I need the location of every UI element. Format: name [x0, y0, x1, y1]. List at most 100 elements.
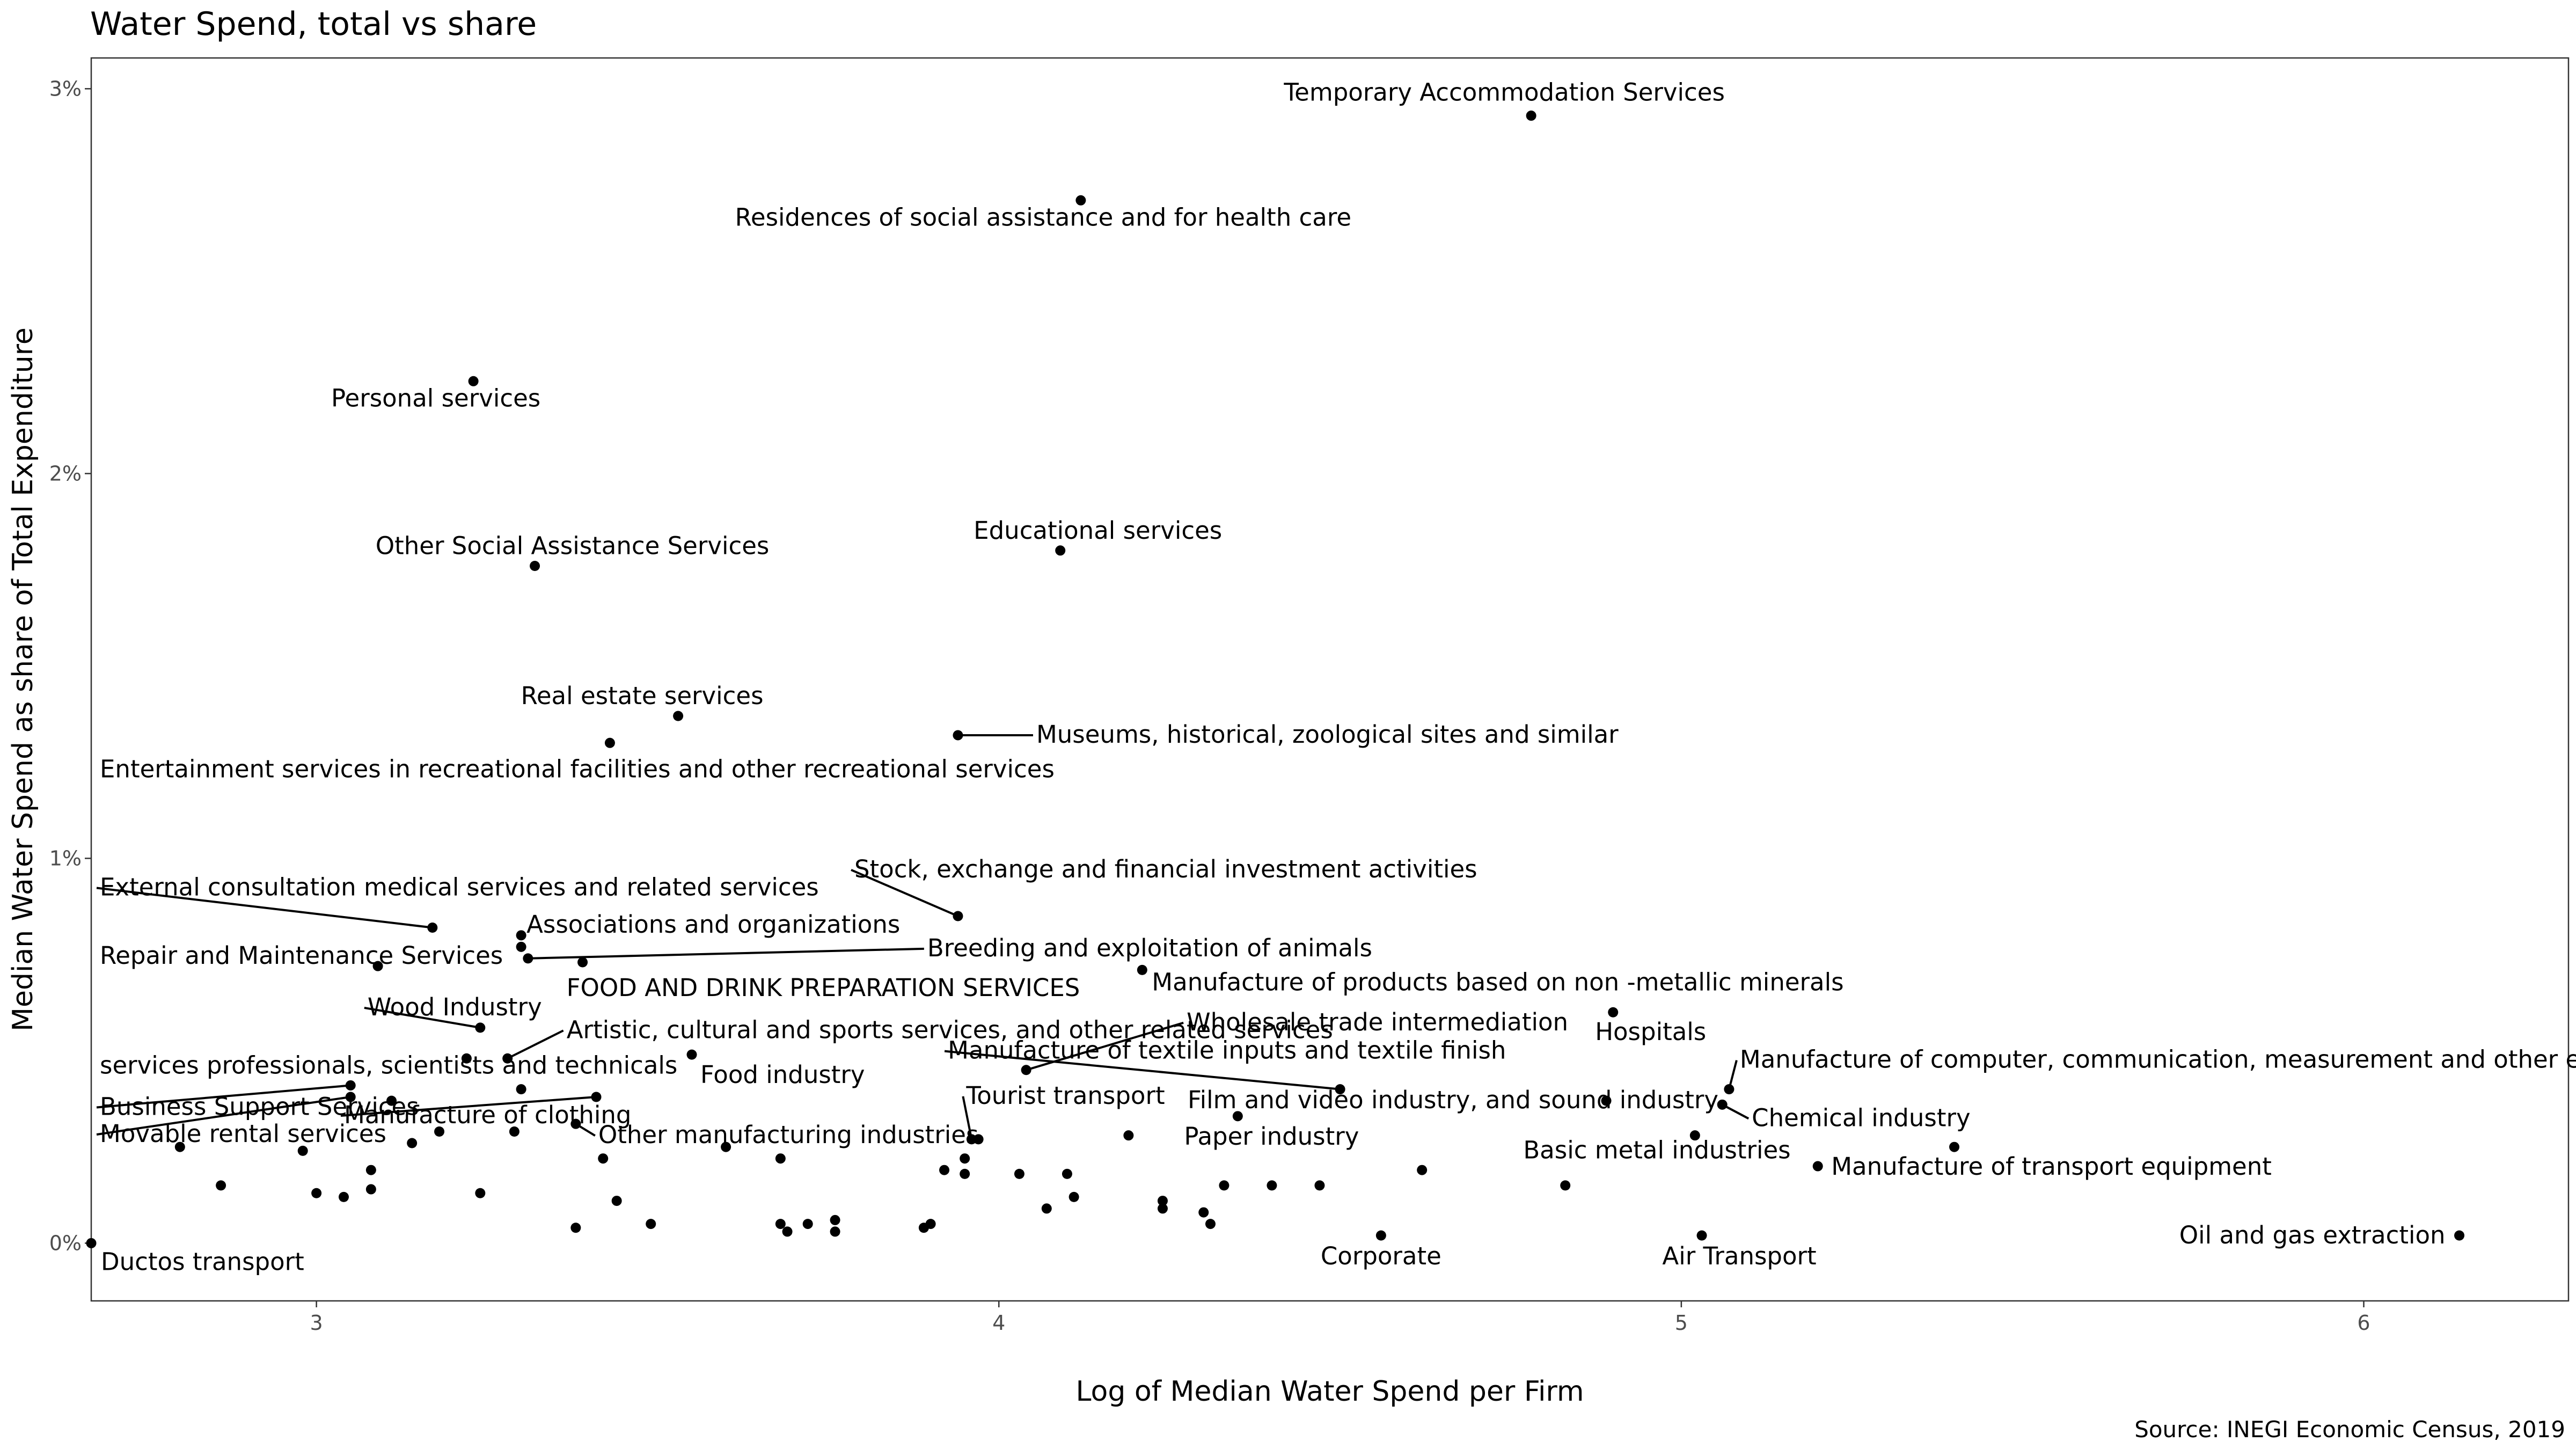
point-label: Wholesale trade intermediation [1187, 1008, 1568, 1036]
label-leader [851, 869, 958, 917]
data-point [1267, 1180, 1277, 1191]
data-point [174, 1141, 185, 1152]
data-point [86, 1238, 97, 1248]
data-point [468, 376, 479, 386]
data-point [216, 1180, 226, 1191]
data-point [1417, 1165, 1428, 1175]
data-point [1232, 1111, 1243, 1122]
point-label: services professionals, scientists and t… [100, 1051, 677, 1079]
data-point [365, 1165, 376, 1175]
data-point [925, 1219, 936, 1230]
x-tick-label: 4 [992, 1311, 1005, 1335]
data-point [646, 1219, 656, 1230]
data-point [1812, 1161, 1823, 1172]
data-point [830, 1214, 840, 1225]
data-point [1123, 1130, 1134, 1141]
x-tick-label: 6 [2357, 1311, 2370, 1335]
data-point [1198, 1207, 1209, 1218]
label-leader [944, 1050, 1341, 1091]
data-point [372, 961, 383, 971]
point-label: Associations and organizations [526, 910, 900, 939]
x-tick-label: 3 [310, 1311, 323, 1335]
data-point [939, 1165, 950, 1175]
data-point [2454, 1230, 2465, 1241]
data-point [591, 1092, 602, 1102]
data-point [775, 1219, 786, 1230]
data-point [1560, 1180, 1571, 1191]
y-tick-label: 3% [49, 77, 82, 100]
x-axis: 3 4 5 6 [310, 1301, 2370, 1335]
data-point [1205, 1219, 1216, 1230]
data-point [509, 1126, 519, 1137]
label-leader [96, 1084, 351, 1109]
data-point [502, 1053, 513, 1064]
y-tick-label: 2% [49, 462, 82, 485]
data-point [339, 1191, 349, 1202]
point-label: Breeding and exploitation of animals [927, 934, 1372, 962]
label-leader [962, 1096, 973, 1140]
data-point [1724, 1084, 1735, 1095]
data-point [598, 1153, 609, 1164]
data-point [1157, 1196, 1168, 1206]
point-label: External consultation medical services a… [100, 873, 819, 901]
data-point [953, 911, 963, 921]
label-leader [96, 1095, 351, 1136]
point-label: Residences of social assistance and for … [735, 203, 1351, 231]
data-point [973, 1134, 984, 1145]
data-point [611, 1196, 622, 1206]
point-label: Oil and gas extraction [2179, 1221, 2446, 1249]
point-label: Other Social Assistance Services [376, 531, 770, 560]
point-label: Manufacture of textile inputs and textil… [948, 1036, 1506, 1065]
point-label: Business Support Services [100, 1092, 419, 1121]
point-label: Repair and Maintenance Services [100, 941, 503, 970]
y-axis: 0% 1% 2% 3% [49, 77, 91, 1255]
point-label: Manufacture of clothing [344, 1101, 631, 1129]
y-tick-label: 1% [49, 846, 82, 870]
point-label: Tourist transport [965, 1081, 1165, 1110]
data-point [960, 1168, 970, 1179]
data-point [953, 730, 963, 741]
source-caption: Source: INEGI Economic Census, 2019 [2134, 1416, 2565, 1443]
plot-panel [90, 57, 2570, 1302]
data-point [461, 1053, 472, 1064]
point-label: Film and video industry, and sound indus… [1188, 1086, 1718, 1114]
data-point [802, 1219, 813, 1230]
data-point [960, 1153, 970, 1164]
data-point [1526, 111, 1536, 121]
point-label: Manufacture of products based on non -me… [1152, 968, 1843, 996]
point-label: Stock, exchange and financial investment… [854, 855, 1477, 883]
data-point [1157, 1203, 1168, 1214]
label-leader [364, 1006, 481, 1029]
data-point [407, 1138, 418, 1148]
point-label: Manufacture of computer, communication, … [1740, 1045, 2576, 1074]
data-point [365, 1184, 376, 1195]
data-point [1314, 1180, 1325, 1191]
data-point [297, 1145, 308, 1156]
label-leader [340, 1095, 597, 1117]
point-label: Corporate [1321, 1242, 1441, 1270]
data-point [577, 957, 588, 968]
data-point [1014, 1168, 1024, 1179]
data-point [516, 930, 526, 941]
point-label: Manufacture of transport equipment [1831, 1152, 2272, 1181]
data-point [1717, 1099, 1728, 1110]
data-point [516, 1084, 526, 1095]
data-point [386, 1095, 397, 1106]
point-label: Educational services [974, 516, 1222, 545]
data-point [345, 1092, 356, 1102]
point-label: Wood Industry [368, 993, 542, 1021]
chart-title: Water Spend, total vs share [90, 5, 537, 43]
point-labels: Ductos transport Temporary Accommodation … [100, 78, 2576, 1276]
data-point [311, 1188, 322, 1198]
point-label: Entertainment services in recreational f… [100, 755, 1055, 783]
data-point [830, 1226, 840, 1237]
label-leader-lines [96, 734, 1750, 1140]
label-leader [507, 1029, 564, 1060]
data-point [1069, 1191, 1079, 1202]
point-label: Paper industry [1184, 1122, 1359, 1151]
point-label: Chemical industry [1752, 1103, 1970, 1132]
point-label: Artistic, cultural and sports services, … [567, 1015, 1333, 1044]
point-label: Ductos transport [101, 1247, 304, 1276]
data-point [1608, 1007, 1619, 1018]
